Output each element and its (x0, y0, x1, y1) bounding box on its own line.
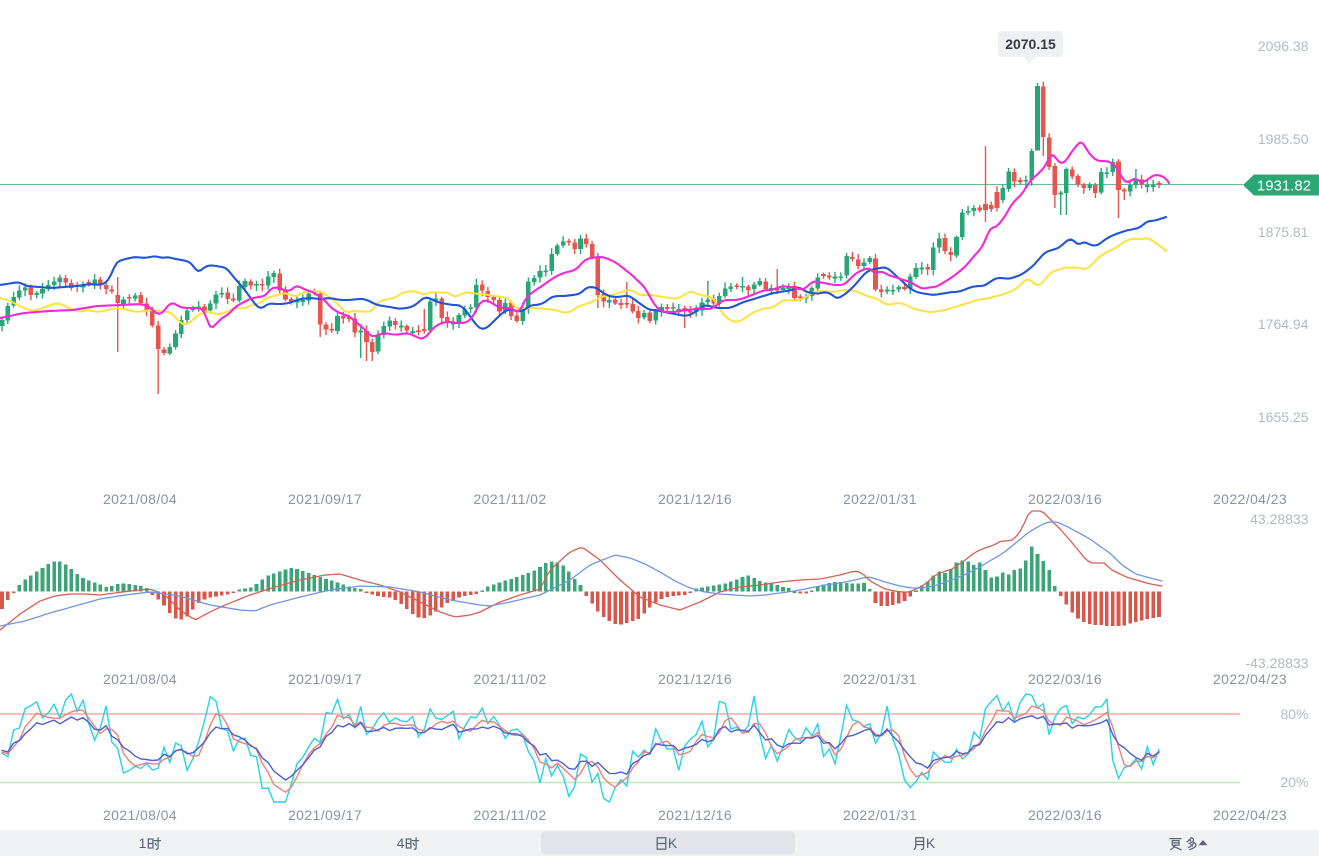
svg-text:4: 4 (397, 835, 405, 851)
svg-text:2021/09/17: 2021/09/17 (288, 807, 362, 823)
svg-text:1: 1 (139, 835, 147, 851)
svg-text:2021/12/16: 2021/12/16 (658, 671, 732, 687)
svg-text:2022/01/31: 2022/01/31 (843, 807, 917, 823)
svg-text:80%: 80% (1280, 706, 1308, 722)
svg-text:2021/12/16: 2021/12/16 (658, 807, 732, 823)
svg-text:2021/11/02: 2021/11/02 (473, 671, 546, 687)
svg-text:2022/04/23: 2022/04/23 (1213, 807, 1287, 823)
svg-text:2022/01/31: 2022/01/31 (843, 491, 917, 507)
svg-text:2022/04/23: 2022/04/23 (1213, 671, 1287, 687)
svg-text:1655.25: 1655.25 (1258, 409, 1309, 425)
svg-text:2096.38: 2096.38 (1258, 38, 1309, 54)
svg-text:1764.94: 1764.94 (1258, 316, 1309, 332)
svg-text:2022/04/23: 2022/04/23 (1213, 491, 1287, 507)
svg-text:20%: 20% (1280, 774, 1308, 790)
svg-text:43.28833: 43.28833 (1250, 511, 1309, 527)
svg-text:2021/08/04: 2021/08/04 (103, 491, 177, 507)
svg-text:1875.81: 1875.81 (1258, 224, 1309, 240)
svg-text:2021/11/02: 2021/11/02 (473, 491, 546, 507)
svg-text:1985.50: 1985.50 (1258, 131, 1309, 147)
svg-text:K: K (668, 835, 678, 851)
svg-text:2021/09/17: 2021/09/17 (288, 671, 362, 687)
svg-text:K: K (926, 835, 936, 851)
svg-text:2022/01/31: 2022/01/31 (843, 671, 917, 687)
svg-text:2070.15: 2070.15 (1005, 36, 1056, 52)
svg-text:2022/03/16: 2022/03/16 (1028, 807, 1102, 823)
svg-text:2021/09/17: 2021/09/17 (288, 491, 362, 507)
svg-text:2022/03/16: 2022/03/16 (1028, 491, 1102, 507)
svg-text:1931.82: 1931.82 (1257, 178, 1311, 195)
svg-text:2022/03/16: 2022/03/16 (1028, 671, 1102, 687)
svg-text:-43.28833: -43.28833 (1245, 655, 1308, 671)
svg-text:2021/11/02: 2021/11/02 (473, 807, 546, 823)
svg-text:2021/12/16: 2021/12/16 (658, 491, 732, 507)
svg-text:2021/08/04: 2021/08/04 (103, 671, 177, 687)
svg-text:2021/08/04: 2021/08/04 (103, 807, 177, 823)
